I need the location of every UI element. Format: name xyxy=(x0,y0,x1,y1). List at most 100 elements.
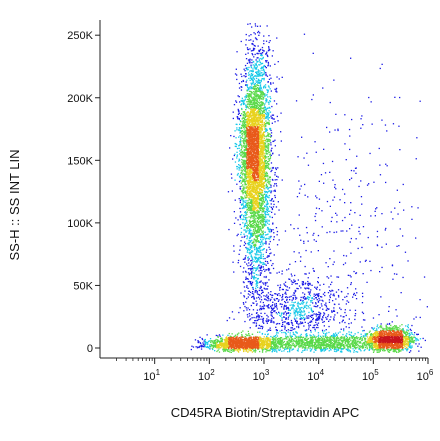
event-point xyxy=(259,96,262,98)
event-point xyxy=(215,342,217,344)
event-point xyxy=(251,99,253,101)
event-point xyxy=(268,220,270,222)
event-point xyxy=(242,122,244,124)
event-point xyxy=(253,32,255,34)
event-point xyxy=(285,308,288,310)
event-point xyxy=(268,120,270,122)
event-point xyxy=(241,167,243,169)
event-point xyxy=(411,332,413,334)
event-point xyxy=(250,225,252,227)
event-point xyxy=(309,336,312,338)
event-point xyxy=(241,163,243,165)
event-point xyxy=(264,178,266,181)
event-point xyxy=(350,57,352,59)
event-point xyxy=(241,152,243,154)
event-point xyxy=(244,130,247,132)
event-point xyxy=(289,332,291,334)
event-point xyxy=(269,228,271,230)
event-point xyxy=(245,105,247,107)
event-point xyxy=(229,349,231,351)
event-point xyxy=(246,263,248,265)
event-point xyxy=(402,329,404,331)
event-point xyxy=(276,338,278,340)
event-point xyxy=(279,289,281,291)
event-point xyxy=(321,348,323,350)
event-point xyxy=(329,344,332,347)
event-point xyxy=(276,293,278,296)
event-point xyxy=(266,348,268,351)
event-point xyxy=(268,143,270,145)
event-point xyxy=(322,331,324,333)
event-point xyxy=(314,215,316,218)
event-point xyxy=(269,240,271,243)
event-point xyxy=(212,344,214,347)
event-point xyxy=(369,342,372,345)
event-point xyxy=(351,335,353,337)
event-point xyxy=(257,97,259,99)
event-point xyxy=(329,343,332,345)
event-point xyxy=(352,345,354,347)
event-point xyxy=(251,26,253,28)
event-point xyxy=(321,344,323,346)
event-point xyxy=(261,236,263,238)
event-point xyxy=(307,196,309,198)
event-point xyxy=(282,323,284,326)
event-point xyxy=(362,124,364,126)
event-point xyxy=(336,344,339,346)
event-point xyxy=(359,261,361,263)
event-point xyxy=(372,348,374,350)
event-point xyxy=(309,321,311,323)
event-point xyxy=(214,342,216,344)
event-point xyxy=(269,133,271,135)
event-point xyxy=(275,87,278,90)
event-point xyxy=(268,269,270,272)
event-point xyxy=(254,248,256,251)
event-point xyxy=(296,303,299,305)
event-point xyxy=(272,222,274,224)
event-point xyxy=(215,343,217,345)
event-point xyxy=(244,205,246,207)
event-point xyxy=(325,316,327,319)
event-point xyxy=(334,338,336,340)
event-point xyxy=(264,237,266,240)
event-point xyxy=(263,77,265,80)
event-point xyxy=(265,348,267,351)
event-point xyxy=(254,23,256,25)
event-point xyxy=(245,255,247,257)
event-point xyxy=(394,207,396,209)
event-point xyxy=(252,105,254,107)
event-point xyxy=(333,250,335,252)
event-point xyxy=(330,283,332,286)
event-point xyxy=(287,346,290,348)
event-point xyxy=(251,53,253,55)
event-point xyxy=(267,187,270,189)
event-point xyxy=(357,247,359,250)
event-point xyxy=(315,326,318,329)
event-point xyxy=(243,186,245,188)
event-point xyxy=(256,235,258,237)
event-point xyxy=(248,102,250,104)
event-point xyxy=(256,71,258,73)
event-point xyxy=(255,240,257,242)
event-point xyxy=(250,221,252,223)
event-point xyxy=(260,57,262,60)
event-point xyxy=(259,52,261,55)
event-point xyxy=(360,350,362,352)
event-point xyxy=(322,342,324,344)
event-point xyxy=(342,188,344,191)
event-point xyxy=(247,52,249,54)
event-point xyxy=(245,125,247,127)
event-point xyxy=(299,314,301,316)
event-point xyxy=(273,350,276,352)
event-point xyxy=(296,322,298,324)
event-point xyxy=(266,187,268,189)
event-point xyxy=(395,309,397,311)
event-point xyxy=(312,339,314,341)
event-point xyxy=(351,341,353,344)
event-point xyxy=(257,267,259,269)
event-point xyxy=(244,156,247,158)
event-point xyxy=(327,344,329,346)
event-point xyxy=(257,74,259,76)
event-point xyxy=(267,307,269,309)
event-point xyxy=(315,313,317,315)
